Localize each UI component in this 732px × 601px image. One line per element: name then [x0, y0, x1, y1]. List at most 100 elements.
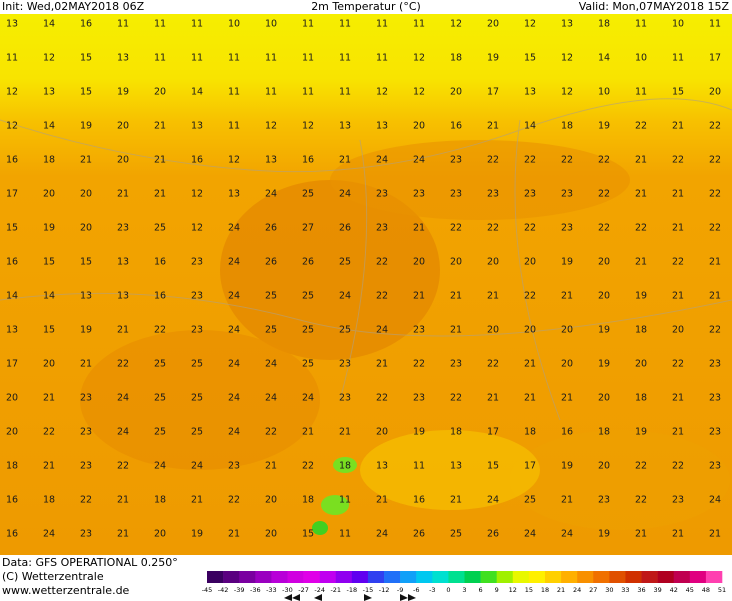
grid-value: 23 [80, 427, 92, 438]
init-label: Init: Wed,02MAY2018 06Z [2, 0, 145, 13]
grid-value: 18 [450, 427, 462, 438]
grid-value: 18 [43, 155, 55, 166]
grid-value: 21 [154, 189, 166, 200]
grid-value: 18 [561, 121, 573, 132]
grid-value: 20 [635, 359, 647, 370]
grid-value: 22 [154, 325, 166, 336]
colorbar-swatch [593, 571, 610, 583]
colorbar-label: -36 [250, 586, 261, 594]
grid-value: 11 [635, 87, 647, 98]
grid-value: 26 [265, 223, 277, 234]
grid-value: 21 [672, 223, 684, 234]
grid-value: 19 [561, 257, 573, 268]
grid-value: 14 [191, 87, 203, 98]
grid-value: 24 [302, 393, 314, 404]
colorbar-swatch [303, 571, 320, 583]
grid-value: 26 [265, 257, 277, 268]
grid-value: 18 [302, 495, 314, 506]
colorbar-label: 36 [637, 586, 645, 594]
grid-value: 14 [524, 121, 536, 132]
grid-value: 22 [672, 359, 684, 370]
grid-value: 16 [450, 121, 462, 132]
grid-value: 23 [339, 393, 351, 404]
grid-value: 15 [43, 325, 55, 336]
colorbar-swatch [223, 571, 240, 583]
grid-value: 17 [487, 87, 499, 98]
grid-value: 24 [376, 529, 388, 540]
grid-value: 24 [228, 325, 240, 336]
grid-value: 18 [43, 495, 55, 506]
colorbar-label: 12 [509, 586, 517, 594]
grid-value: 24 [265, 359, 277, 370]
grid-value: 23 [191, 325, 203, 336]
grid-value: 22 [376, 257, 388, 268]
grid-value: 20 [450, 257, 462, 268]
colorbar-swatch [609, 571, 626, 583]
grid-value: 11 [6, 53, 18, 64]
grid-value: 24 [228, 359, 240, 370]
grid-value: 24 [228, 427, 240, 438]
grid-value: 11 [302, 19, 314, 30]
grid-value: 11 [154, 19, 166, 30]
colorbar-label: 3 [462, 586, 466, 594]
grid-value: 13 [117, 257, 129, 268]
colorbar-label: 21 [557, 586, 565, 594]
colorbar-swatch [673, 571, 691, 583]
grid-value: 22 [598, 155, 610, 166]
grid-value: 16 [154, 257, 166, 268]
grid-value: 20 [117, 155, 129, 166]
grid-value: 21 [487, 121, 499, 132]
grid-value: 20 [450, 87, 462, 98]
grid-value: 20 [376, 427, 388, 438]
colorbar-swatch [496, 571, 514, 583]
grid-value: 12 [6, 87, 18, 98]
url: www.wetterzentrale.de [2, 584, 130, 597]
grid-value: 20 [487, 19, 499, 30]
grid-value: 20 [6, 427, 18, 438]
grid-value: 21 [228, 529, 240, 540]
grid-value: 18 [635, 393, 647, 404]
grid-value: 19 [598, 529, 610, 540]
grid-value: 11 [302, 87, 314, 98]
grid-value: 23 [598, 495, 610, 506]
grid-value: 10 [672, 19, 684, 30]
grid-value: 23 [709, 393, 721, 404]
grid-value: 21 [117, 529, 129, 540]
grid-value: 14 [43, 19, 55, 30]
grid-value: 20 [413, 257, 425, 268]
grid-value: 22 [561, 155, 573, 166]
grid-value: 22 [487, 223, 499, 234]
grid-value: 20 [43, 359, 55, 370]
grid-value: 25 [302, 325, 314, 336]
grid-value: 20 [80, 223, 92, 234]
grid-value: 16 [6, 529, 18, 540]
grid-value: 21 [524, 393, 536, 404]
grid-value: 23 [80, 461, 92, 472]
colorbar-swatch [657, 571, 675, 583]
grid-value: 21 [80, 155, 92, 166]
grid-value: 25 [265, 325, 277, 336]
grid-value: 11 [339, 495, 351, 506]
grid-value: 27 [302, 223, 314, 234]
grid-value: 11 [154, 53, 166, 64]
grid-value: 10 [635, 53, 647, 64]
colorbar-swatch [577, 571, 594, 583]
grid-value: 21 [302, 427, 314, 438]
grid-value: 13 [6, 19, 18, 30]
grid-value: 18 [154, 495, 166, 506]
grid-value: 23 [80, 393, 92, 404]
grid-value: 24 [339, 189, 351, 200]
colorbar-swatch [416, 571, 433, 583]
grid-value: 14 [6, 291, 18, 302]
grid-value: 21 [117, 325, 129, 336]
grid-value: 11 [228, 87, 240, 98]
colorbar-label: -30 [282, 586, 293, 594]
grid-value: 21 [43, 393, 55, 404]
grid-value: 15 [80, 53, 92, 64]
grid-value: 13 [561, 19, 573, 30]
grid-value: 20 [487, 257, 499, 268]
grid-value: 21 [561, 291, 573, 302]
grid-value: 19 [191, 529, 203, 540]
grid-value: 24 [709, 495, 721, 506]
colorbar-label: -6 [413, 586, 419, 594]
